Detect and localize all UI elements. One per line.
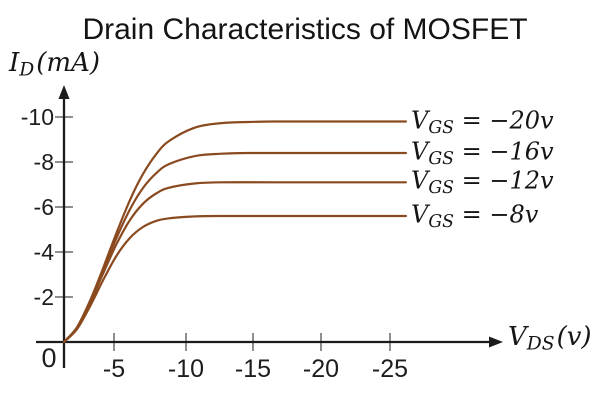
y-tick-label: -6 [34, 194, 54, 220]
curve-label-value: = −12v [453, 166, 554, 195]
x-tick-label: -15 [235, 355, 271, 383]
curve-label-vgs-20: VGS = −20v [411, 106, 554, 137]
curve-vgs-12 [62, 181, 407, 344]
curve-label-subscript: GS [428, 149, 454, 170]
curve-label-value: = −16v [453, 137, 554, 166]
y-axis-label: ID(mA) [9, 48, 100, 80]
origin-label: 0 [41, 343, 57, 373]
y-axis-unit: (mA) [36, 48, 100, 78]
y-axis-arrow-icon [58, 85, 70, 99]
curve-vgs-8 [62, 214, 407, 344]
curve-label-vgs-12: VGS = −12v [411, 167, 554, 198]
x-axis-subscript: DS [526, 333, 555, 355]
curve-label-symbol: V [411, 166, 429, 195]
curve-label-vgs-8: VGS = −8v [411, 201, 538, 232]
curve-vgs-20 [62, 120, 407, 344]
y-axis-subscript: D [19, 59, 35, 81]
curve-label-symbol: V [411, 137, 429, 166]
curve-label-symbol: V [411, 106, 429, 135]
x-axis-symbol: V [508, 322, 527, 352]
curve-label-subscript: GS [428, 178, 454, 199]
curve-label-value: = −20v [453, 106, 554, 135]
y-tick-label: -8 [34, 149, 54, 175]
x-tick-label: -5 [103, 355, 125, 383]
curve-label-value: = −8v [453, 200, 539, 229]
curve-label-subscript: GS [428, 117, 454, 138]
x-axis-arrow-icon [489, 336, 503, 348]
curve-label-symbol: V [411, 200, 429, 229]
x-tick-label: -25 [372, 355, 408, 383]
chart-title: Drain Characteristics of MOSFET [82, 13, 528, 46]
y-tick-label: -10 [21, 104, 54, 130]
y-axis-symbol: I [9, 48, 20, 78]
curve-label-subscript: GS [428, 212, 454, 233]
x-tick-label: -20 [303, 355, 339, 383]
x-axis-label: VDS(v) [508, 322, 592, 354]
x-axis-unit: (v) [556, 322, 592, 352]
y-tick-label: -4 [34, 239, 55, 265]
x-tick-label: -10 [168, 355, 204, 383]
y-tick-label: -2 [34, 284, 54, 310]
curve-label-vgs-16: VGS = −16v [411, 138, 554, 169]
